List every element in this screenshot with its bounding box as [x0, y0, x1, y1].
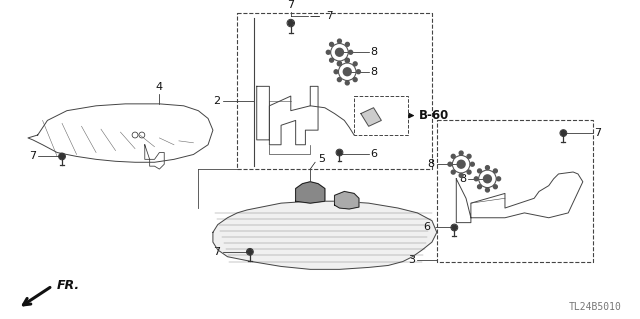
Circle shape	[493, 169, 497, 173]
Text: 8: 8	[371, 67, 378, 77]
Circle shape	[477, 185, 481, 189]
Text: 6: 6	[423, 222, 430, 233]
Bar	[437, 120, 593, 262]
Polygon shape	[335, 191, 359, 209]
Circle shape	[337, 39, 341, 43]
Text: 7: 7	[595, 128, 602, 138]
Circle shape	[452, 225, 457, 230]
Circle shape	[451, 170, 455, 174]
Circle shape	[561, 131, 566, 136]
Text: —  7: — 7	[310, 11, 334, 21]
Text: 8: 8	[371, 47, 378, 57]
Circle shape	[335, 48, 344, 56]
Circle shape	[346, 81, 349, 85]
Circle shape	[483, 175, 492, 183]
Circle shape	[346, 58, 349, 62]
Circle shape	[349, 50, 353, 54]
Circle shape	[457, 160, 465, 168]
Polygon shape	[361, 108, 381, 126]
Bar	[354, 96, 408, 135]
Text: B-60: B-60	[419, 109, 449, 122]
Circle shape	[248, 249, 252, 254]
Text: FR.: FR.	[57, 279, 80, 293]
Circle shape	[337, 78, 341, 82]
Text: 8: 8	[428, 159, 435, 169]
Text: 2: 2	[214, 96, 221, 106]
Circle shape	[337, 62, 341, 66]
Text: 7: 7	[214, 247, 221, 257]
Circle shape	[346, 42, 349, 46]
Circle shape	[497, 177, 500, 181]
Circle shape	[288, 20, 294, 26]
Circle shape	[451, 154, 455, 158]
Circle shape	[448, 162, 452, 166]
Text: 4: 4	[156, 82, 163, 92]
Circle shape	[486, 188, 490, 192]
Circle shape	[470, 162, 474, 166]
Text: 7: 7	[287, 0, 294, 11]
Circle shape	[353, 62, 357, 66]
Circle shape	[474, 177, 478, 181]
Circle shape	[356, 70, 360, 74]
Polygon shape	[213, 201, 437, 269]
Bar	[237, 13, 432, 169]
Circle shape	[467, 170, 471, 174]
Circle shape	[330, 42, 333, 46]
Circle shape	[467, 154, 471, 158]
Circle shape	[334, 70, 338, 74]
Circle shape	[460, 174, 463, 177]
Circle shape	[353, 78, 357, 82]
Text: 6: 6	[371, 150, 378, 160]
Text: TL24B5010: TL24B5010	[569, 302, 622, 312]
Text: 5: 5	[318, 154, 325, 164]
Circle shape	[330, 58, 333, 62]
Circle shape	[337, 62, 341, 65]
Circle shape	[346, 59, 349, 63]
Circle shape	[337, 150, 342, 155]
Circle shape	[493, 185, 497, 189]
Polygon shape	[296, 182, 325, 203]
Circle shape	[477, 169, 481, 173]
Circle shape	[343, 68, 351, 76]
Circle shape	[326, 50, 330, 54]
Circle shape	[60, 154, 65, 159]
Text: 3: 3	[408, 255, 415, 265]
Circle shape	[460, 151, 463, 155]
Text: 8: 8	[459, 174, 466, 184]
Circle shape	[486, 166, 490, 170]
Text: 7: 7	[29, 152, 36, 161]
